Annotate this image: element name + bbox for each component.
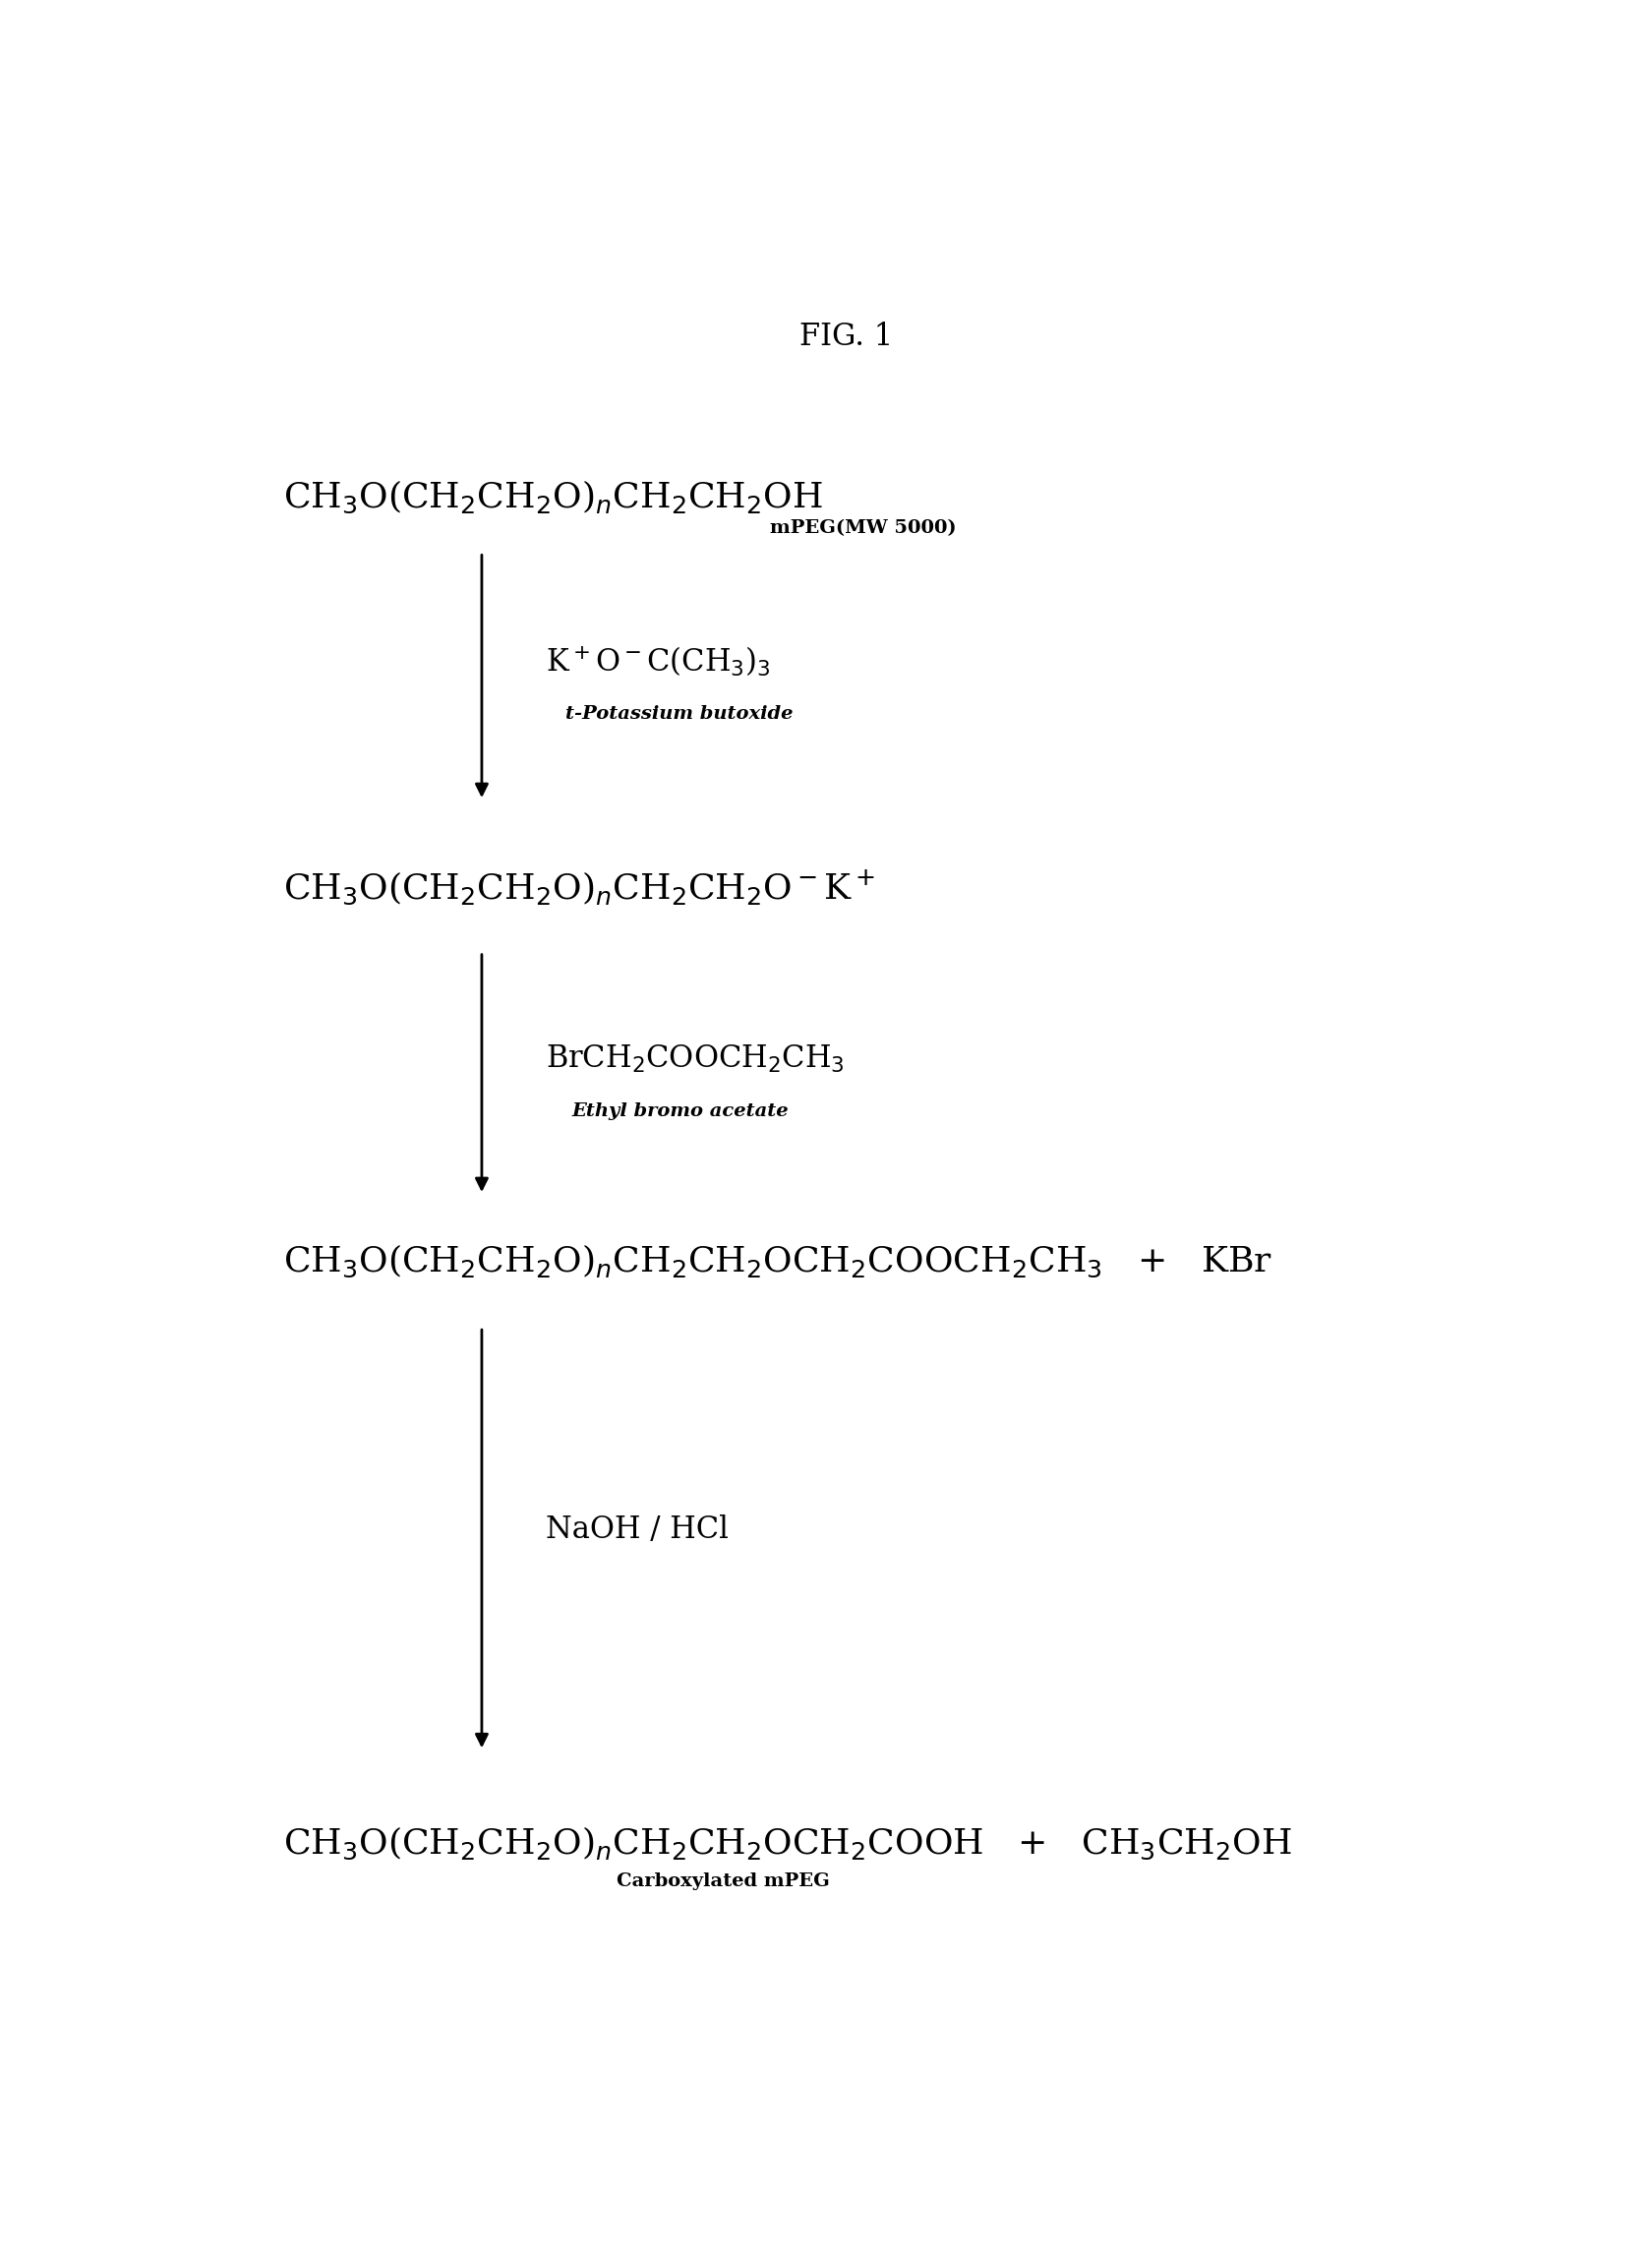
Text: CH$_3$O(CH$_2$CH$_2$O)$_n$CH$_2$CH$_2$OCH$_2$COOH   +   CH$_3$CH$_2$OH: CH$_3$O(CH$_2$CH$_2$O)$_n$CH$_2$CH$_2$OC… <box>284 1825 1292 1861</box>
Text: mPEG(MW 5000): mPEG(MW 5000) <box>770 519 957 537</box>
Text: K$^+$O$^-$C(CH$_3$)$_3$: K$^+$O$^-$C(CH$_3$)$_3$ <box>545 645 770 679</box>
Text: Carboxylated mPEG: Carboxylated mPEG <box>616 1872 829 1891</box>
Text: BrCH$_2$COOCH$_2$CH$_3$: BrCH$_2$COOCH$_2$CH$_3$ <box>545 1045 844 1076</box>
Text: Ethyl bromo acetate: Ethyl bromo acetate <box>572 1103 788 1121</box>
Text: CH$_3$O(CH$_2$CH$_2$O)$_n$CH$_2$CH$_2$O$^-$K$^+$: CH$_3$O(CH$_2$CH$_2$O)$_n$CH$_2$CH$_2$O$… <box>284 869 876 907</box>
Text: CH$_3$O(CH$_2$CH$_2$O)$_n$CH$_2$CH$_2$OCH$_2$COOCH$_2$CH$_3$   +   KBr: CH$_3$O(CH$_2$CH$_2$O)$_n$CH$_2$CH$_2$OC… <box>284 1243 1272 1279</box>
Text: FIG. 1: FIG. 1 <box>800 323 894 352</box>
Text: t-Potassium butoxide: t-Potassium butoxide <box>565 704 793 722</box>
Text: NaOH / HCl: NaOH / HCl <box>545 1514 729 1545</box>
Text: CH$_3$O(CH$_2$CH$_2$O)$_n$CH$_2$CH$_2$OH: CH$_3$O(CH$_2$CH$_2$O)$_n$CH$_2$CH$_2$OH <box>284 478 823 514</box>
